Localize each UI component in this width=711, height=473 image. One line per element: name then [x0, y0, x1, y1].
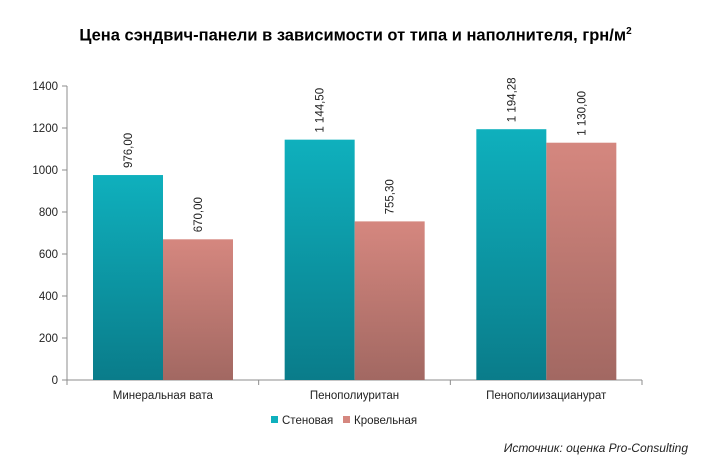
data-labels: 976,00 670,00 1 144,50 755,30 1 194,28 1 130,…	[123, 77, 588, 232]
bar-wall	[284, 139, 355, 380]
x-category-label: Пенополиизацианурат	[486, 390, 607, 402]
bar-wall	[93, 175, 163, 380]
bar-value-label: 1 194,28	[506, 77, 518, 122]
x-category-label: Минеральная вата	[113, 390, 214, 402]
y-tick-label: 200	[39, 333, 58, 345]
axes: 0 200 400 600 800 1000 1200 1400 Минеральная ват…	[32, 81, 643, 402]
bar-roof	[546, 142, 617, 380]
chart-title-superscript: 2	[626, 26, 632, 37]
legend: Стеновая Кровельная	[271, 415, 417, 427]
y-tick-label: 1200	[32, 123, 58, 135]
legend-swatch	[271, 416, 278, 423]
bar-roof	[163, 239, 233, 380]
chart-title: Цена сэндвич-панели в зависимости от тип…	[0, 26, 711, 46]
bar-value-label: 670,00	[193, 197, 205, 232]
y-tick-label: 1400	[32, 81, 58, 93]
legend-label: Кровельная	[354, 415, 417, 427]
y-tick-label: 800	[39, 207, 58, 219]
bar-roof	[354, 221, 425, 380]
bar-value-label: 755,30	[385, 179, 397, 214]
bar-value-label: 1 130,00	[576, 91, 588, 136]
source-note: Источник: оценка Pro-Consulting	[503, 441, 688, 455]
bar-wall	[476, 129, 547, 380]
y-tick-label: 400	[39, 291, 58, 303]
bar-value-label: 1 144,50	[315, 88, 327, 133]
x-category-label: Пенополиуритан	[310, 390, 399, 402]
legend-swatch	[343, 416, 350, 423]
chart-title-text: Цена сэндвич-панели в зависимости от тип…	[79, 26, 627, 45]
y-tick-label: 0	[52, 375, 58, 387]
bars	[93, 129, 617, 380]
y-tick-label: 1000	[32, 165, 58, 177]
bar-value-label: 976,00	[123, 133, 135, 168]
legend-label: Стеновая	[282, 415, 333, 427]
y-tick-label: 600	[39, 249, 58, 261]
